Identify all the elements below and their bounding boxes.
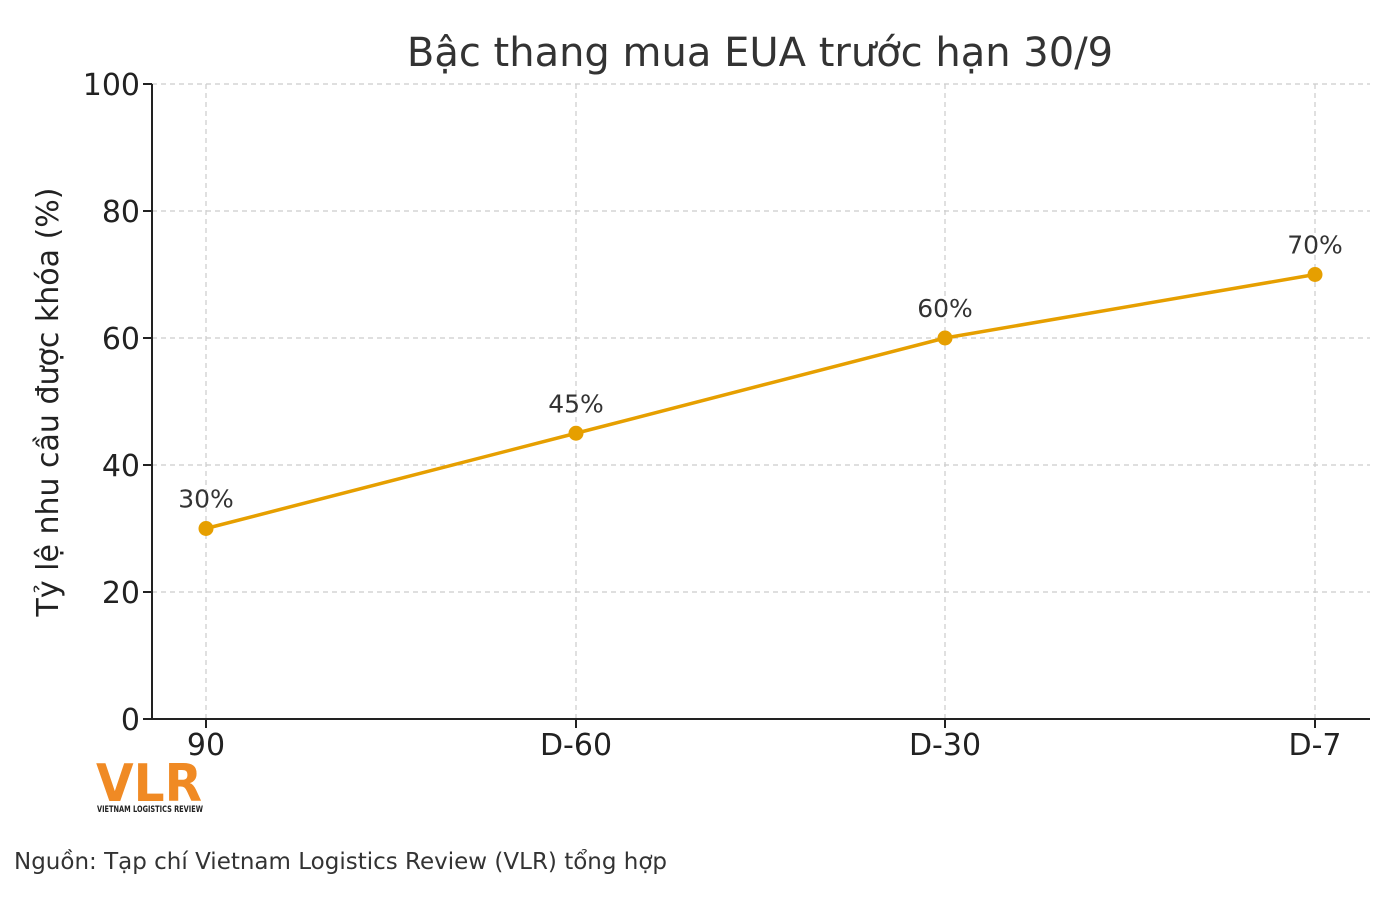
- x-tick-label: D-7: [1288, 728, 1341, 763]
- y-tick-label: 60: [102, 322, 140, 357]
- series: 30% 45% 60% 70%: [178, 231, 1343, 536]
- data-point: [937, 330, 953, 346]
- data-label: 30%: [178, 485, 234, 514]
- chart-title: Bậc thang mua EUA trước hạn 30/9: [407, 30, 1113, 76]
- vlr-logo: VLR VIETNAM LOGISTICS REVIEW: [96, 754, 203, 815]
- y-tick-label: 100: [83, 68, 140, 103]
- axes: 0 20 40 60 80 100 90 D-60 D-30 D-7: [83, 68, 1370, 763]
- y-tick-label: 80: [102, 195, 140, 230]
- data-point: [568, 425, 584, 441]
- logo-subtext: VIETNAM LOGISTICS REVIEW: [97, 805, 203, 815]
- logo-text: VLR: [96, 754, 202, 814]
- y-tick-label: 0: [121, 703, 140, 738]
- data-label: 70%: [1287, 231, 1343, 260]
- series-line: [204, 272, 1317, 531]
- data-point: [198, 521, 214, 536]
- grid: [152, 83, 1370, 719]
- data-label: 60%: [917, 294, 973, 323]
- y-tick-label: 40: [102, 449, 140, 484]
- y-axis-label: Tỷ lệ nhu cầu được khóa (%): [31, 188, 66, 618]
- x-tick-label: D-30: [909, 728, 981, 763]
- y-tick-label: 20: [102, 576, 140, 611]
- data-label: 45%: [548, 389, 604, 418]
- x-tick-label: D-60: [540, 728, 612, 763]
- x-tick-label: 90: [187, 728, 225, 763]
- source-note: Nguồn: Tạp chí Vietnam Logistics Review …: [14, 849, 668, 875]
- data-point: [1307, 267, 1323, 282]
